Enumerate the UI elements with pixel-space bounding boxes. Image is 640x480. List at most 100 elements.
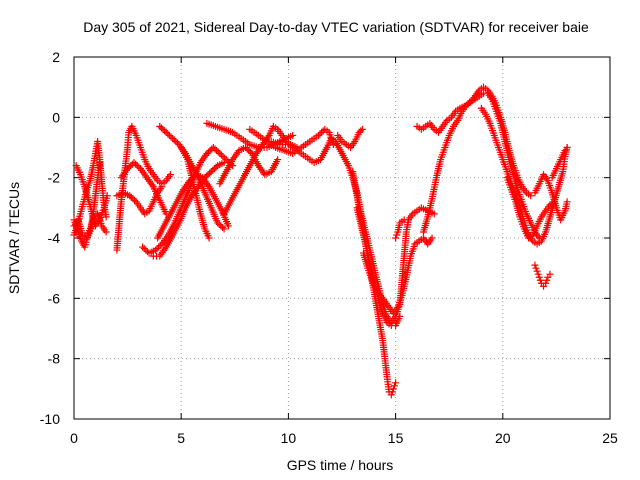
data-point [428, 234, 436, 242]
data-point [159, 125, 167, 133]
data-point [206, 169, 214, 177]
data-point [126, 192, 134, 200]
series-arc26 [503, 174, 558, 242]
data-point [156, 122, 164, 130]
data-point [170, 136, 178, 144]
y-tick-label: -6 [48, 290, 61, 306]
data-point [211, 145, 219, 153]
data-point [140, 245, 148, 253]
data-point [213, 147, 221, 155]
x-tick-label: 0 [70, 430, 78, 446]
data-point [205, 148, 213, 156]
data-point [220, 225, 228, 233]
data-point [151, 246, 159, 254]
data-point [535, 273, 543, 281]
data-point [204, 171, 212, 179]
data-point [209, 166, 217, 174]
data-point [242, 144, 250, 151]
series-arc6 [113, 183, 166, 218]
data-point [355, 128, 363, 136]
data-point [96, 159, 104, 167]
data-point [216, 150, 224, 158]
data-point [400, 216, 408, 224]
data-point [357, 127, 365, 135]
data-point [155, 243, 163, 251]
data-point [389, 385, 397, 393]
data-point [131, 196, 139, 204]
data-point [246, 148, 254, 156]
data-point [531, 261, 539, 269]
data-point [214, 148, 222, 156]
data-point [534, 270, 542, 278]
series-arc29 [548, 144, 571, 182]
data-point [543, 276, 551, 284]
data-point [464, 100, 472, 108]
x-tick-label: 10 [281, 430, 297, 446]
data-point [167, 133, 175, 141]
data-point [430, 210, 438, 218]
data-point [153, 245, 161, 253]
data-point [533, 267, 541, 275]
data-point [166, 171, 174, 179]
data-point [388, 388, 396, 396]
data-point [563, 198, 571, 206]
series-arc11 [156, 122, 228, 233]
data-point [133, 162, 141, 170]
series-arc7 [117, 159, 170, 218]
data-point [462, 101, 470, 109]
data-points [70, 83, 571, 399]
data-point [129, 195, 137, 203]
series-arc4 [70, 159, 104, 242]
data-point [139, 243, 147, 251]
data-point [274, 156, 282, 164]
chart-title: Day 305 of 2021, Sidereal Day-to-day VTE… [83, 19, 589, 35]
data-point [532, 264, 540, 272]
x-tick-label: 20 [495, 430, 511, 446]
x-axis-label: GPS time / hours [287, 457, 394, 473]
data-point [316, 130, 324, 138]
data-point [142, 246, 150, 254]
data-point [318, 128, 326, 136]
data-point [157, 124, 165, 132]
data-point [396, 312, 404, 320]
series-arc27 [531, 261, 554, 290]
data-point [130, 159, 138, 167]
data-point [127, 162, 135, 170]
data-point [206, 147, 214, 155]
data-point [563, 144, 571, 151]
data-point [214, 219, 222, 227]
data-point [169, 134, 177, 142]
data-point [162, 128, 170, 136]
data-point [164, 130, 172, 138]
x-tick-label: 25 [602, 430, 618, 446]
data-point [217, 151, 225, 159]
data-point [102, 213, 110, 221]
data-point [165, 131, 173, 139]
data-point [132, 160, 140, 168]
series-arc12 [177, 144, 213, 242]
axis-ticks [73, 56, 611, 420]
series-arc14 [216, 144, 282, 188]
x-tick-label: 15 [388, 430, 404, 446]
data-point [210, 165, 218, 173]
data-point [391, 382, 399, 390]
y-tick-label: 2 [52, 49, 60, 65]
series-arc28 [531, 171, 571, 224]
data-point [243, 145, 251, 153]
data-point [103, 192, 111, 200]
series-arc3 [72, 162, 111, 230]
data-point [358, 125, 366, 133]
data-point [124, 165, 132, 173]
y-tick-label: -4 [48, 230, 61, 246]
data-point [161, 127, 169, 135]
data-point [220, 159, 228, 167]
series-arc10 [154, 171, 232, 242]
x-tick-label: 5 [177, 430, 185, 446]
data-point [172, 137, 180, 145]
data-point [219, 153, 227, 161]
data-point [527, 192, 535, 200]
data-point [203, 150, 211, 158]
data-point [536, 276, 544, 284]
y-tick-label: -10 [40, 411, 60, 427]
